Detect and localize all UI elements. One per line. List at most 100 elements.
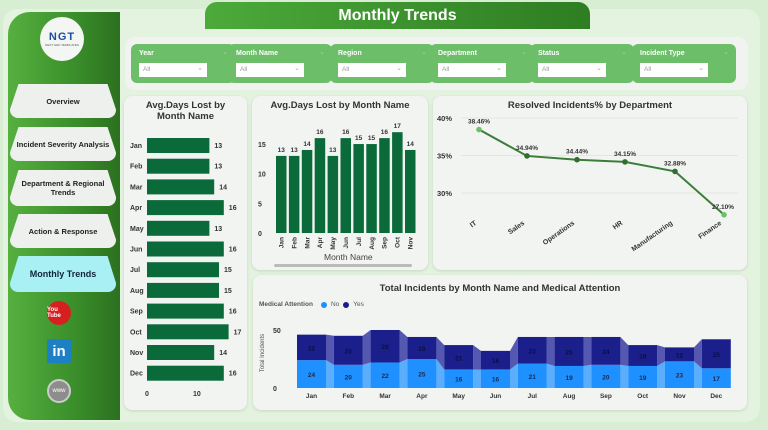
nav-monthly-trends[interactable]: Monthly Trends [10,256,116,292]
bar-no [665,361,694,388]
bar-yes [370,330,400,363]
data-label-no: 16 [492,377,500,384]
ribbon-no [399,359,408,388]
line-title: Resolved Incidents% by Department [507,100,673,111]
data-label-yes: 23 [529,348,537,355]
hbar-tick-label: Apr [130,205,142,212]
website-icon[interactable]: www [47,379,71,403]
line-data-label: 32.88% [664,160,686,167]
chevron-down-icon[interactable]: ⌄ [621,49,627,56]
hbar-tick-label: Jan [130,143,142,150]
vbar-data-label: 13 [290,147,298,154]
vbar-x-tick: Aug [369,237,376,250]
hbar-tick-label: Nov [130,350,143,357]
line-point [622,159,628,165]
filter-select[interactable]: All ⌄ [139,63,207,77]
hbar-bar [147,262,219,278]
bar-no [591,364,621,388]
stacked-x-tick: Jul [528,393,538,400]
hbar-data-label: 14 [219,350,227,357]
data-label-yes: 25 [713,352,721,359]
ribbon-yes [399,330,408,363]
nav-overview[interactable]: Overview [10,84,116,118]
vbar-y-tick: 10 [258,172,266,179]
vbar-x-tick: Mar [304,237,311,249]
vbar-bar [314,138,326,233]
hbar-tick-label: Aug [130,288,144,295]
vbar-x-tick: Sep [382,237,389,249]
chevron-down-icon[interactable]: ⌄ [222,49,228,56]
hbar-data-label: 15 [224,267,232,274]
ribbon-no [620,364,629,388]
hbar-x-tick: 10 [193,391,201,398]
chevron-down-icon: ⌄ [396,65,402,72]
vbar-bar [353,144,364,233]
filter-value: All [442,66,450,73]
stacked-x-tick: Mar [379,393,391,400]
hbar-bar [147,365,224,381]
legend-no[interactable]: No [330,301,340,308]
filter-select[interactable]: All ⌄ [538,63,606,77]
chevron-down-icon[interactable]: ⌄ [421,49,427,56]
legend: Medical Attention No Yes [259,301,364,308]
line-point [574,156,580,163]
hbar-bar [147,324,229,340]
line-data-label: 34.94% [516,145,538,152]
data-label-yes: 25 [345,348,353,355]
line-point [721,211,727,218]
data-label-yes: 12 [676,352,684,359]
stacked-x-tick: Aug [563,393,576,400]
vbar-bar [392,132,403,233]
hbar-card: Avg.Days Lost by Month Name Jan 13 Feb 13 Ma… [124,96,247,410]
vbar-x-tick: Oct [395,236,402,248]
hbar-bar [147,345,215,360]
filter-status[interactable]: Status ⌄ All ⌄ [530,44,634,83]
hbar-data-label: 17 [234,329,242,336]
stacked-x-tick: Nov [673,393,686,400]
vbar-x-tick: Nov [408,237,415,250]
vbar-bar [340,138,351,233]
vbar-chart: 0 5 10 15 13 Jan 13 Feb 14 Mar 16 Apr 13 May 16 Jun 15 Ju… [258,123,416,250]
vbar-data-label: 13 [278,147,286,154]
filter-region[interactable]: Region ⌄ All ⌄ [330,44,434,83]
line-x-tick: Finance [697,220,723,241]
chevron-down-icon[interactable]: ⌄ [723,49,729,56]
filter-select[interactable]: All ⌄ [438,63,506,77]
filter-label: Month Name [236,50,278,57]
filter-value: All [342,66,350,73]
line-x-tick: HR [612,220,624,232]
data-label-yes: 21 [455,355,463,362]
stacked-x-tick: Jun [490,393,502,400]
nav-department-regional[interactable]: Department & Regional Trends [10,170,116,206]
filter-incident-type[interactable]: Incident Type ⌄ All ⌄ [632,44,736,83]
hbar-data-label: 13 [214,226,222,233]
data-label-no: 16 [455,377,463,384]
filter-value: All [240,66,248,73]
chevron-down-icon[interactable]: ⌄ [521,49,527,56]
youtube-icon[interactable]: You Tube [47,301,71,325]
filter-month-name[interactable]: Month Name ⌄ All ⌄ [228,44,332,83]
filter-value: All [644,66,652,73]
data-label-yes: 24 [602,349,610,356]
hbar-data-label: 16 [229,205,237,212]
filter-department[interactable]: Department ⌄ All ⌄ [430,44,534,83]
bar-yes [701,339,731,369]
data-label-no: 23 [676,373,684,380]
linkedin-icon[interactable]: in [47,339,71,363]
bar-no [701,368,731,388]
filter-select[interactable]: All ⌄ [640,63,708,77]
filter-year[interactable]: Year ⌄ All ⌄ [131,44,235,83]
line-data-label: 38.46% [468,119,490,126]
nav-action-response[interactable]: Action & Response [10,214,116,248]
hbar-tick-label: Mar [130,184,143,191]
line-chart: 30% 35% 40% 38.46% IT 34.94% Sales 34.44% Operat… [437,114,738,253]
vbar-scrollbar[interactable] [274,264,412,267]
filter-select[interactable]: All ⌄ [236,63,304,77]
filter-select[interactable]: All ⌄ [338,63,406,77]
nav-incident-severity[interactable]: Incident Severity Analysis [10,127,116,161]
chevron-down-icon[interactable]: ⌄ [319,49,325,56]
ribbon-no [326,360,334,388]
vbar-x-tick: May [330,237,337,250]
line-x-tick: Operations [542,220,576,247]
legend-yes[interactable]: Yes [353,301,364,308]
